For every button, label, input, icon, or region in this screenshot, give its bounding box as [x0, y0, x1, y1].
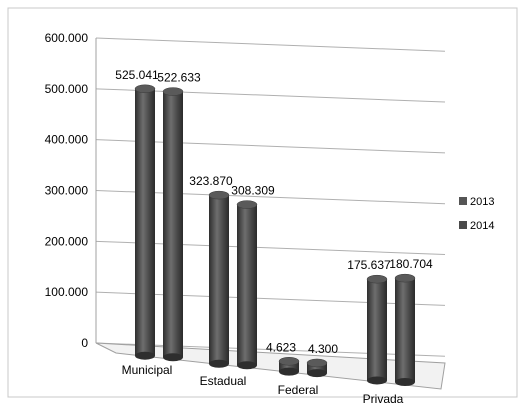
category-label: Estadual	[200, 374, 247, 388]
bar-body	[279, 361, 299, 372]
legend-swatch	[459, 221, 467, 229]
bar-estadual-2014	[236, 200, 258, 370]
y-tick-label: 200.000	[45, 234, 89, 248]
bar-cap	[134, 84, 156, 94]
y-tick-label: 100.000	[45, 285, 89, 299]
bar-body	[395, 278, 415, 382]
bar-base	[135, 351, 155, 360]
bar-cap	[366, 274, 388, 284]
chart-frame	[7, 7, 518, 398]
value-label: 323.870	[189, 174, 233, 188]
bar-base	[395, 377, 415, 386]
value-label: 180.704	[389, 257, 433, 271]
bar-body	[135, 88, 155, 356]
y-tick-label: 0	[81, 336, 88, 350]
value-label: 175.637	[347, 258, 391, 272]
bar-base	[367, 376, 387, 385]
bar-body	[209, 195, 229, 364]
bar-cap	[278, 357, 300, 366]
category-label: Privada	[363, 392, 404, 405]
y-axis-ticks: 0 100.000 200.000 300.000 400.000 500.000 600.…	[45, 31, 89, 350]
bar-estadual-2013	[208, 190, 230, 368]
y-tick-label: 300.000	[45, 184, 89, 198]
legend-label: 2014	[470, 220, 494, 232]
bar-body	[367, 279, 387, 381]
bars	[134, 84, 416, 386]
bar-body	[163, 91, 183, 358]
bar-base	[237, 361, 257, 370]
category-label: Municipal	[122, 363, 173, 377]
bar-municipal-2014	[162, 87, 184, 362]
bar-cap	[394, 273, 416, 283]
bar-federal-2013	[278, 357, 300, 376]
value-label: 522.633	[157, 71, 201, 85]
legend: 2013 2014	[459, 196, 494, 232]
bar-cap	[236, 200, 258, 209]
bar-cap	[208, 190, 230, 200]
y-tick-label: 400.000	[45, 133, 89, 147]
bar-cap	[162, 87, 184, 96]
bar-base	[279, 367, 299, 376]
bar-federal-2014	[306, 358, 328, 378]
floor-plane	[95, 342, 446, 390]
value-label: 308.309	[231, 184, 275, 198]
value-label: 4.300	[308, 342, 338, 356]
bar-base	[163, 353, 183, 362]
gridline	[95, 37, 446, 52]
bar-privada-2014	[394, 273, 416, 386]
bar-base	[209, 359, 229, 368]
bar-body	[307, 362, 327, 374]
bar-privada-2013	[366, 274, 388, 385]
legend-label: 2013	[470, 196, 494, 208]
bar-base	[307, 369, 327, 378]
bar-body	[237, 204, 257, 366]
chart-floor	[95, 342, 446, 390]
value-label: 4.623	[266, 340, 296, 354]
bar-cap	[306, 358, 328, 368]
y-tick-label: 600.000	[45, 31, 89, 45]
y-tick-label: 500.000	[45, 82, 89, 96]
bar-municipal-2013	[134, 84, 156, 360]
legend-swatch	[459, 197, 467, 205]
value-label: 525.041	[115, 68, 159, 82]
category-labels: Municipal Estadual Federal Privada	[122, 363, 404, 406]
category-label: Federal	[278, 383, 319, 397]
